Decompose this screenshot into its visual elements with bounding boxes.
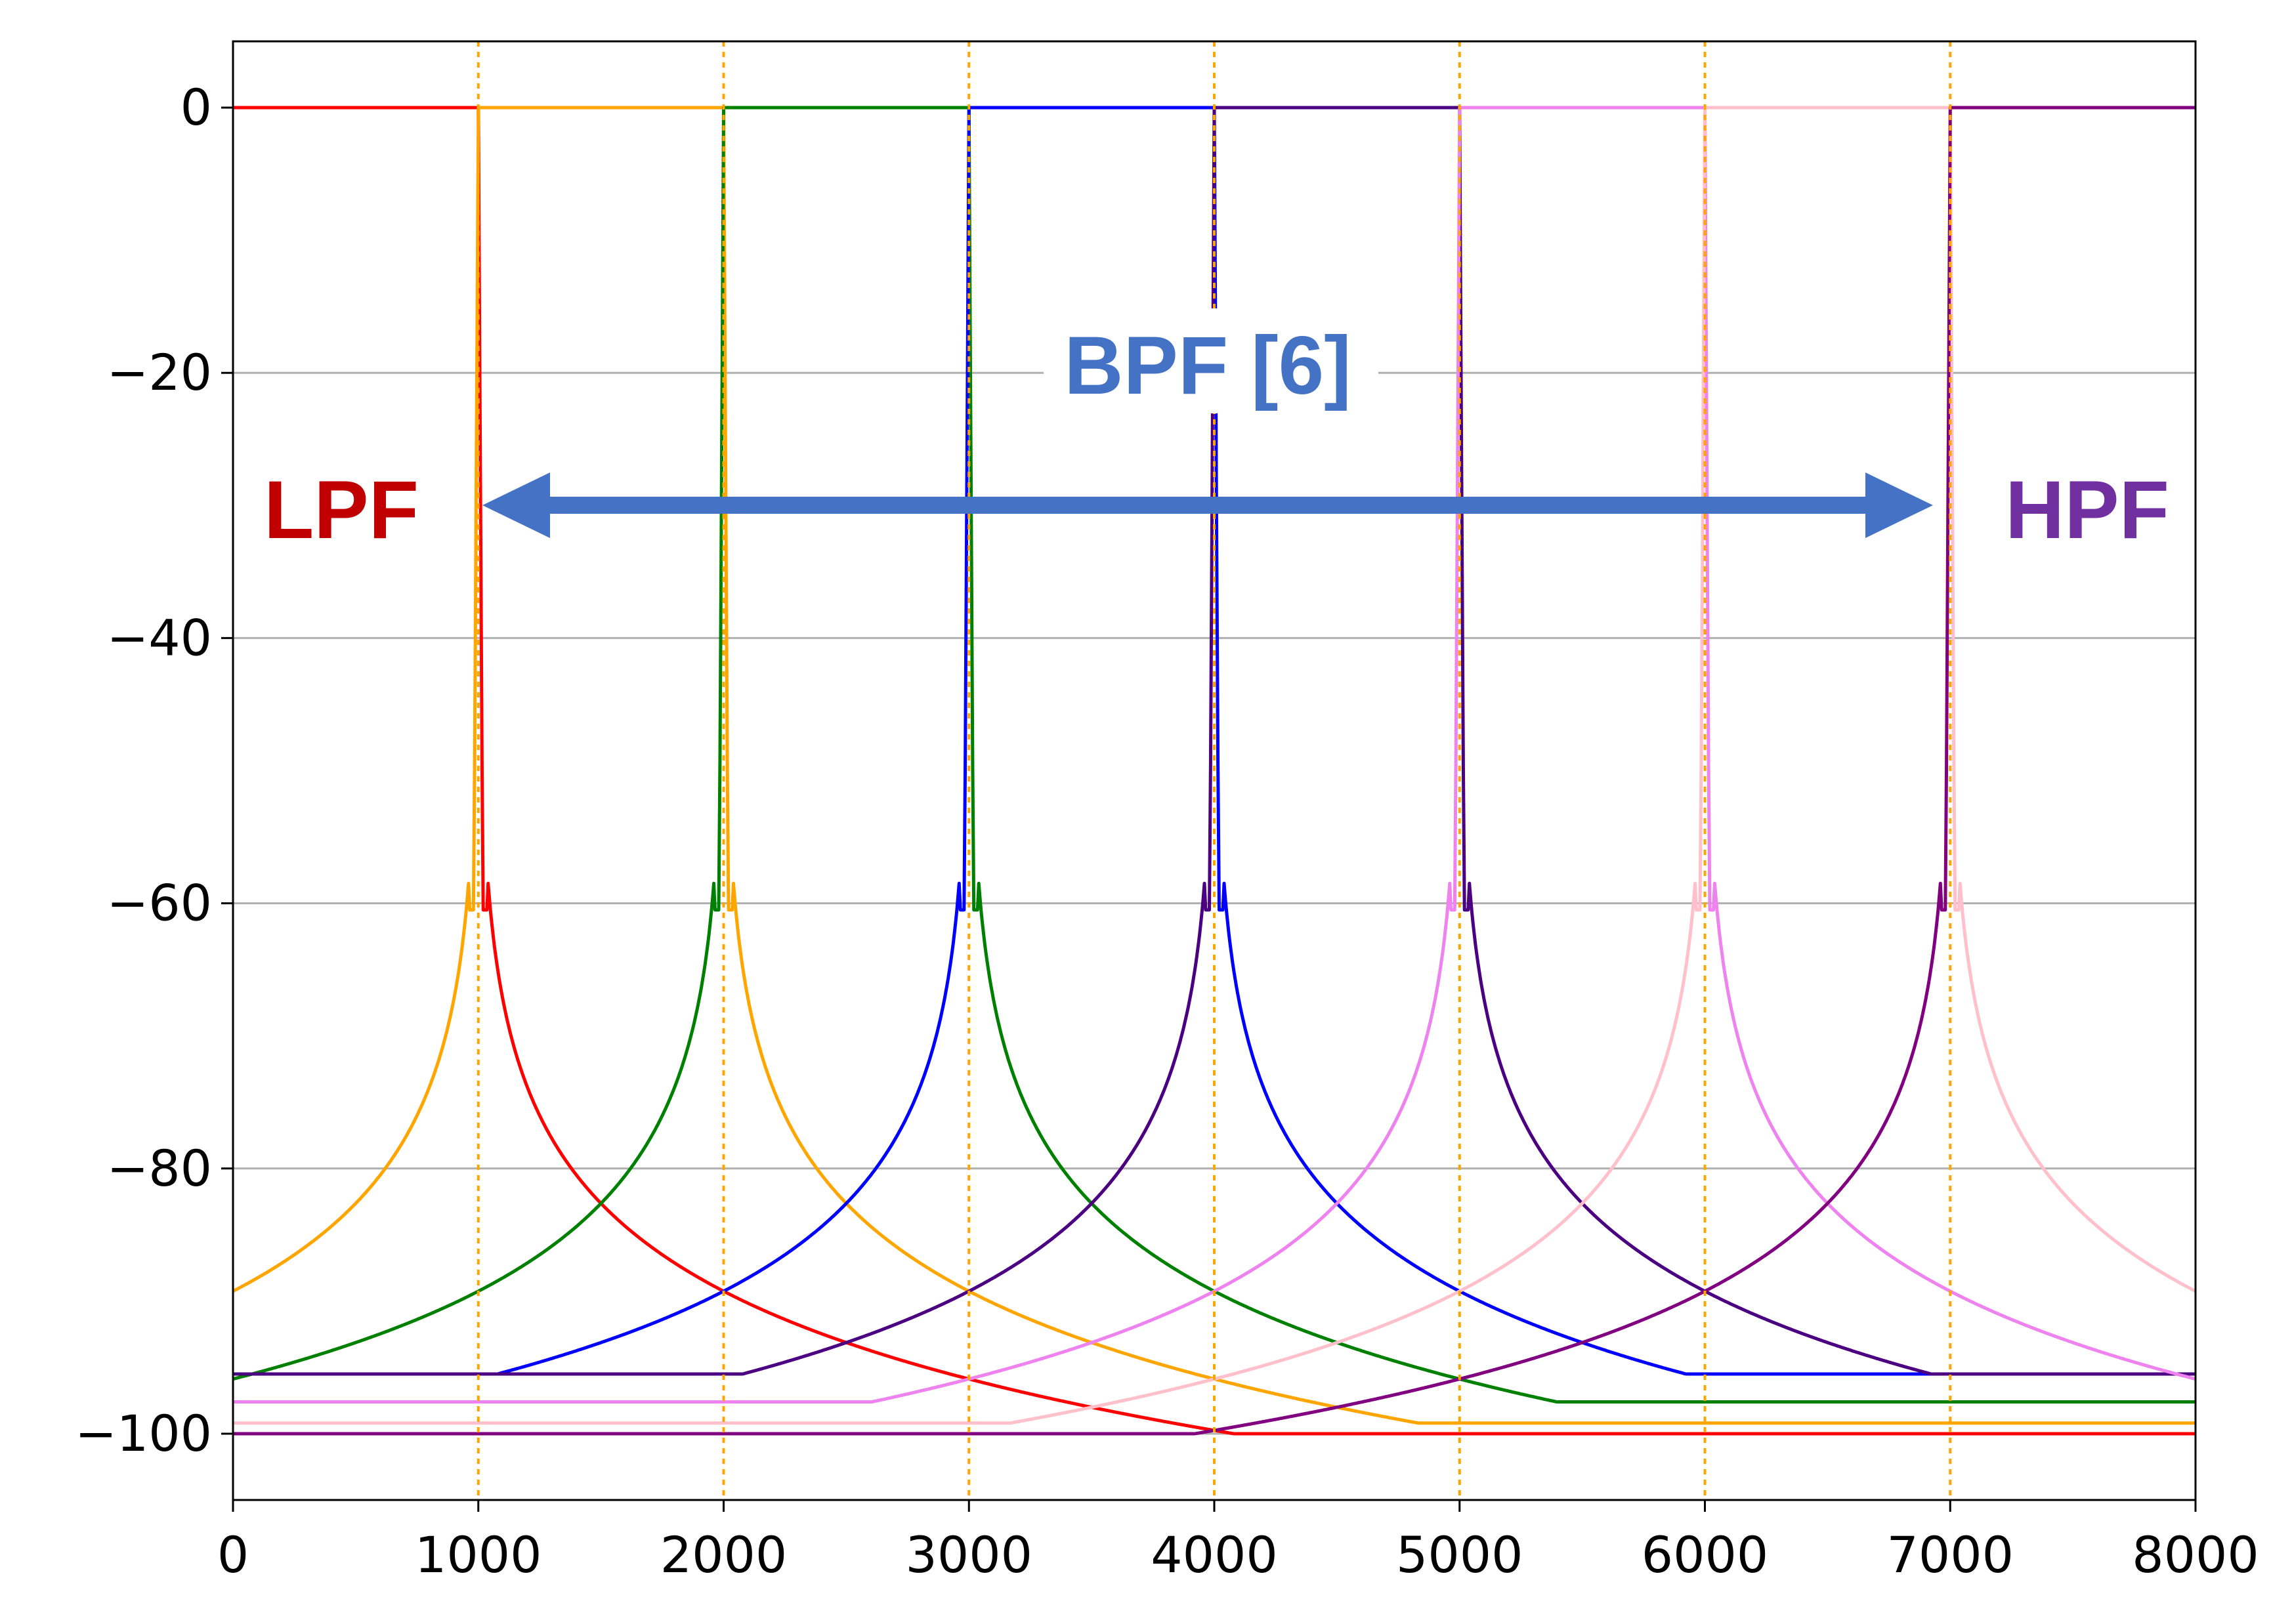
- x-tick-label: 7000: [1887, 1526, 2014, 1584]
- bpf-label: BPF [6]: [1064, 320, 1351, 411]
- lpf-label: LPF: [264, 465, 419, 556]
- x-tick-label: 4000: [1151, 1526, 1277, 1584]
- x-tick-label: 0: [217, 1526, 249, 1584]
- x-tick-label: 6000: [1642, 1526, 1768, 1584]
- y-axis-ticks: 0 −20 −40 −60 −80 −100: [75, 78, 233, 1463]
- x-tick-label: 3000: [906, 1526, 1032, 1584]
- y-tick-label: −60: [107, 874, 212, 932]
- y-tick-label: −20: [107, 343, 212, 402]
- y-tick-label: 0: [180, 78, 212, 136]
- x-tick-label: 1000: [415, 1526, 541, 1584]
- y-tick-label: −40: [107, 608, 212, 667]
- bpf-label-backdrop: [1044, 308, 1378, 413]
- y-tick-label: −80: [107, 1139, 212, 1197]
- hpf-label: HPF: [2005, 465, 2169, 556]
- x-tick-label: 5000: [1396, 1526, 1523, 1584]
- band-edge-lines: [477, 41, 1952, 1500]
- x-tick-label: 8000: [2132, 1526, 2259, 1584]
- x-tick-label: 2000: [660, 1526, 787, 1584]
- x-axis-ticks: 0 1000 2000 3000 4000 5000 6000 7000 8000: [217, 1500, 2259, 1584]
- y-tick-label: −100: [75, 1404, 212, 1463]
- bpf-range-arrow: [482, 472, 1933, 538]
